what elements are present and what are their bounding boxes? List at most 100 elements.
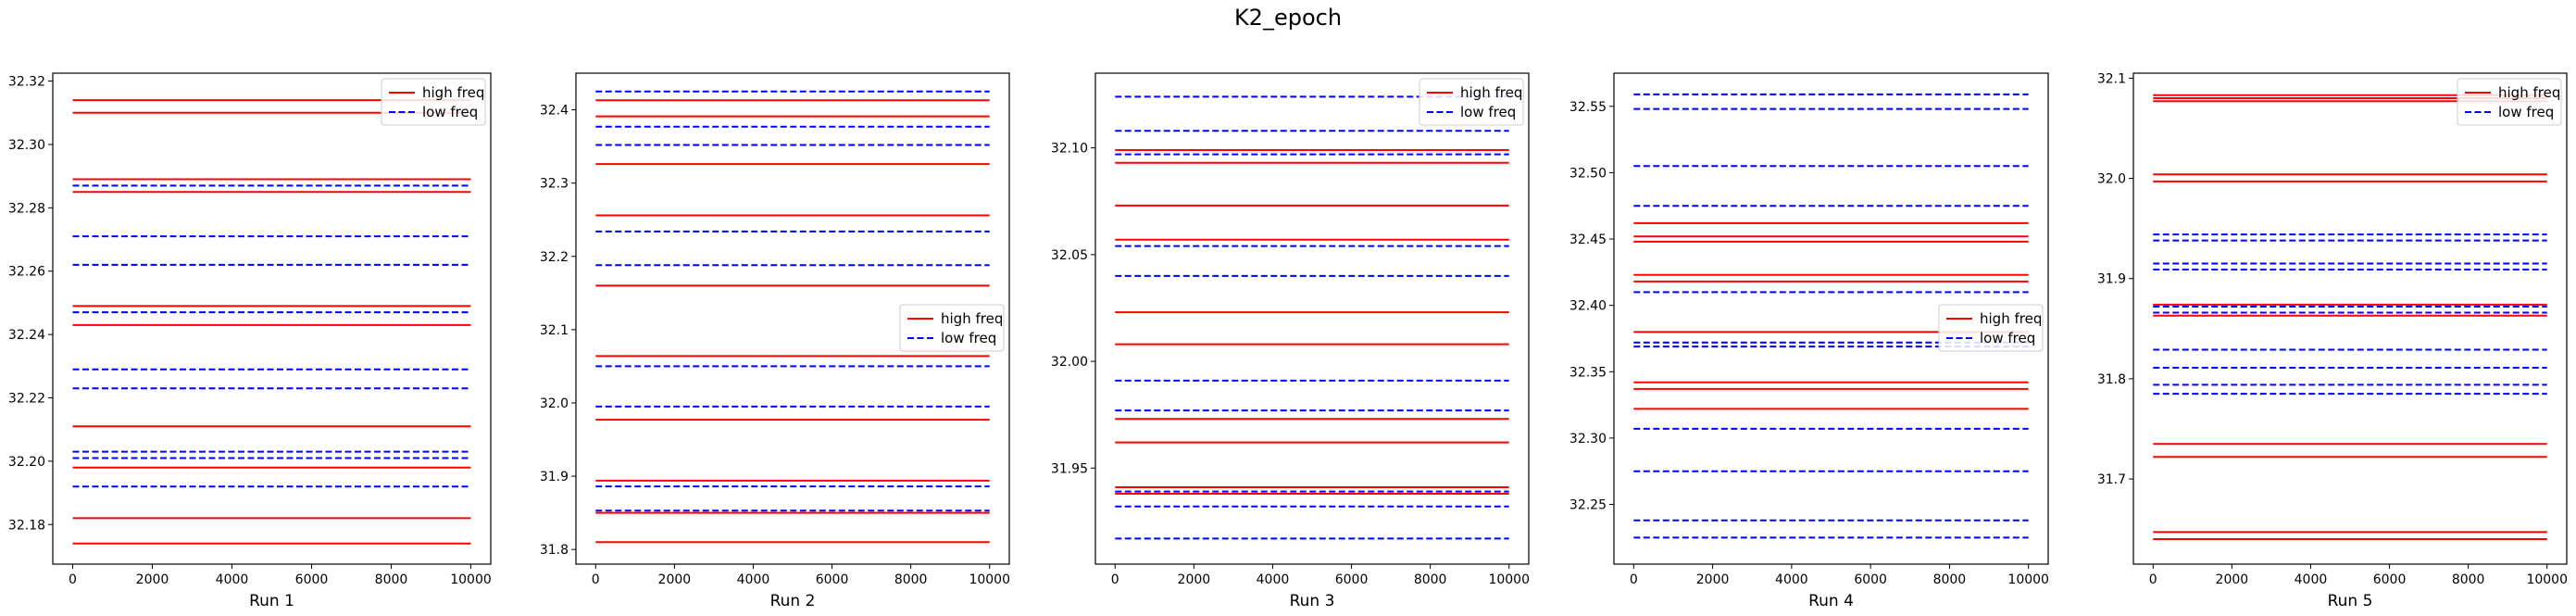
x-tick-label: 10000 xyxy=(450,572,492,587)
y-tick-label: 32.45 xyxy=(1569,233,1607,247)
series-low-freq xyxy=(1633,93,2029,539)
x-tick-label: 8000 xyxy=(1933,572,1967,587)
axes-frame xyxy=(1613,72,2049,565)
axes-frame xyxy=(52,72,492,565)
y-tick-label: 32.2 xyxy=(540,250,569,265)
x-tick-label: 2000 xyxy=(1178,572,1211,587)
x-tick-label: 6000 xyxy=(816,572,849,587)
y-tick-label: 31.9 xyxy=(540,470,569,484)
y-tick-label: 32.30 xyxy=(8,138,45,153)
series-low-freq xyxy=(2153,233,2547,396)
x-tick-label: 2000 xyxy=(136,572,169,587)
x-tick-label: 4000 xyxy=(216,572,249,587)
y-tick-label: 31.8 xyxy=(540,543,569,558)
x-tick-label: 0 xyxy=(69,572,77,587)
legend: high freq low freq xyxy=(381,78,486,126)
y-tick-label: 31.9 xyxy=(2097,272,2126,287)
series-high-freq xyxy=(2153,94,2547,540)
y-tick-label: 32.00 xyxy=(1051,355,1088,370)
y-tick-label: 32.32 xyxy=(8,75,45,90)
series-low-freq xyxy=(72,184,471,488)
legend-low-freq-label: low freq xyxy=(422,104,478,120)
series-high-freq xyxy=(1115,148,1509,495)
legend-box xyxy=(1419,78,1524,126)
x-axis-label: Run 5 xyxy=(2328,592,2373,610)
subplot-run-5: 0 2000 4000 6000 8000 10000 31.7 31.8 31.9 32.0 32… xyxy=(2097,71,2568,610)
y-tick-label: 32.0 xyxy=(540,396,569,411)
axes-frame xyxy=(575,72,1010,565)
y-tick-label: 32.4 xyxy=(540,104,569,119)
legend-high-freq-label: high freq xyxy=(1460,84,1522,101)
legend-high-freq-label: high freq xyxy=(2498,84,2560,101)
subplot-run-1: 0 2000 4000 6000 8000 10000 32.18 32.20 32.22 32.… xyxy=(8,72,492,610)
x-axis-label: Run 1 xyxy=(249,592,294,610)
x-tick-label: 0 xyxy=(1630,572,1638,587)
y-tick-label: 31.95 xyxy=(1051,461,1088,476)
x-axis-label: Run 2 xyxy=(770,592,816,610)
y-tick-label: 32.35 xyxy=(1569,365,1607,380)
x-tick-label: 10000 xyxy=(2007,572,2049,587)
legend-box xyxy=(1938,304,2044,352)
series-high-freq xyxy=(72,99,471,545)
subplot-run-4: 0 2000 4000 6000 8000 10000 32.25 32.30 32.35 32.… xyxy=(1569,72,2049,610)
legend-box xyxy=(899,304,1005,352)
figure-title: K2_epoch xyxy=(1234,5,1342,31)
x-tick-label: 6000 xyxy=(1854,572,1887,587)
y-tick-label: 32.3 xyxy=(540,177,569,192)
x-axis-label: Run 4 xyxy=(1808,592,1854,610)
x-tick-label: 4000 xyxy=(2295,572,2328,587)
legend-high-freq-label: high freq xyxy=(422,84,484,101)
legend-low-freq-label: low freq xyxy=(941,330,996,346)
series-low-freq xyxy=(595,90,990,512)
y-tick-label: 32.50 xyxy=(1569,166,1607,181)
y-tick-label: 32.25 xyxy=(1569,498,1607,513)
y-tick-label: 32.26 xyxy=(8,265,45,280)
y-tick-label: 32.22 xyxy=(8,391,45,406)
x-tick-label: 10000 xyxy=(1488,572,1530,587)
legend: high freq low freq xyxy=(1938,304,2044,352)
x-tick-label: 6000 xyxy=(2373,572,2407,587)
x-tick-label: 4000 xyxy=(1775,572,1808,587)
legend-low-freq-label: low freq xyxy=(1980,330,2035,346)
y-tick-label: 32.1 xyxy=(2097,71,2126,86)
y-tick-label: 32.24 xyxy=(8,328,45,343)
legend: high freq low freq xyxy=(1419,78,1524,126)
legend-box xyxy=(2457,78,2562,126)
y-tick-label: 32.28 xyxy=(8,201,45,216)
series-high-freq xyxy=(1633,221,2029,410)
x-tick-label: 0 xyxy=(2149,572,2157,587)
y-tick-label: 32.1 xyxy=(540,323,569,338)
x-tick-label: 8000 xyxy=(1414,572,1447,587)
x-tick-label: 6000 xyxy=(295,572,329,587)
legend: high freq low freq xyxy=(899,304,1005,352)
y-tick-label: 32.18 xyxy=(8,518,45,533)
x-tick-label: 2000 xyxy=(1696,572,1730,587)
x-axis-label: Run 3 xyxy=(1290,592,1335,610)
y-tick-label: 32.10 xyxy=(1051,142,1088,157)
x-tick-label: 4000 xyxy=(1257,572,1290,587)
x-tick-label: 6000 xyxy=(1335,572,1369,587)
y-tick-label: 31.7 xyxy=(2097,472,2126,487)
x-tick-label: 8000 xyxy=(375,572,408,587)
legend-low-freq-label: low freq xyxy=(2498,104,2554,120)
series-low-freq xyxy=(1115,95,1509,540)
x-tick-label: 4000 xyxy=(737,572,770,587)
axes-frame xyxy=(2132,72,2568,565)
subplot-run-2: 0 2000 4000 6000 8000 10000 31.8 31.9 32.0 32.1 32… xyxy=(540,72,1010,610)
legend-high-freq-label: high freq xyxy=(1980,310,2042,327)
x-tick-label: 2000 xyxy=(2216,572,2249,587)
y-tick-label: 32.40 xyxy=(1569,299,1607,314)
y-tick-label: 32.30 xyxy=(1569,432,1607,446)
y-tick-label: 32.55 xyxy=(1569,100,1607,115)
x-tick-label: 2000 xyxy=(658,572,692,587)
legend-high-freq-label: high freq xyxy=(941,310,1003,327)
legend-box xyxy=(381,78,486,126)
subplot-grid: 0 2000 4000 6000 8000 10000 32.18 32.2 0 32.22 32.… xyxy=(8,71,2568,610)
x-tick-label: 10000 xyxy=(2526,572,2568,587)
subplot-run-3: 0 2000 4000 6000 8000 10000 31.95 32.00 32.05 32.… xyxy=(1051,72,1530,610)
y-tick-label: 32.0 xyxy=(2097,172,2126,187)
legend-low-freq-label: low freq xyxy=(1460,104,1516,120)
x-tick-label: 0 xyxy=(1111,572,1119,587)
x-tick-label: 10000 xyxy=(969,572,1010,587)
